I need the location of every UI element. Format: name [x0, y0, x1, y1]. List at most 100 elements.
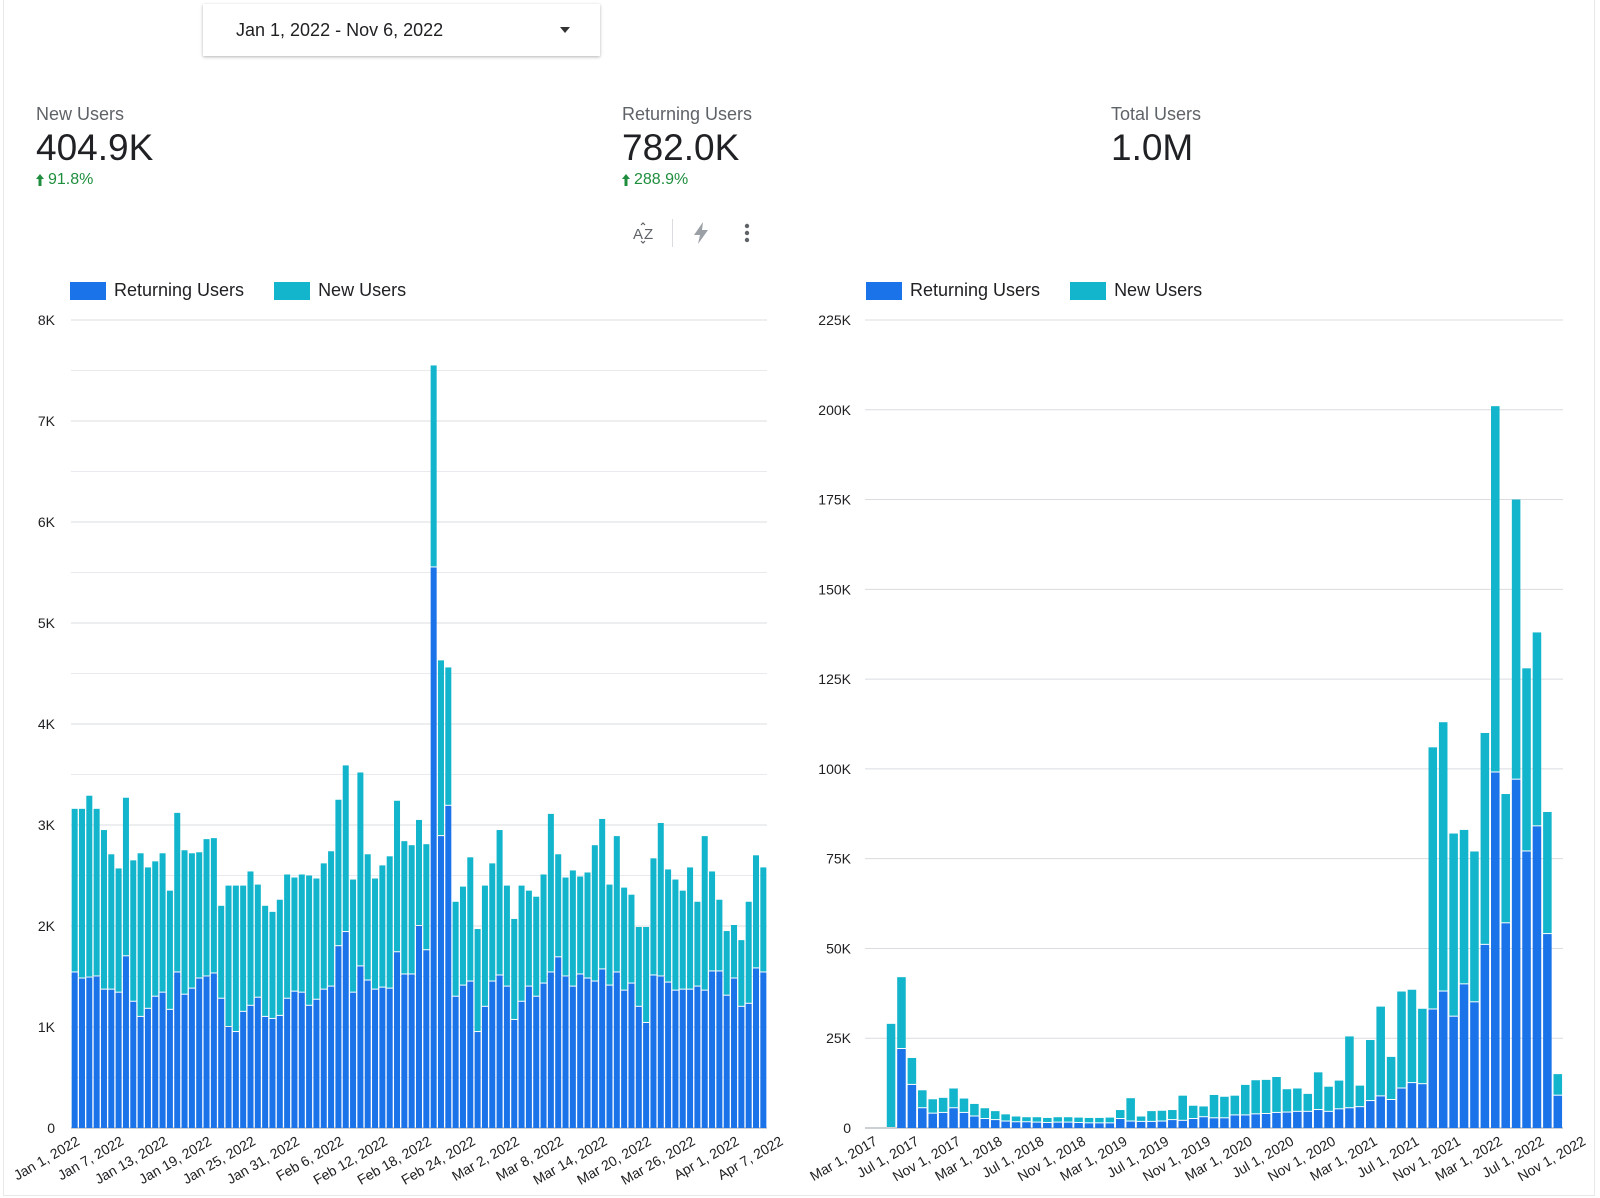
bar-new-users[interactable] [86, 795, 93, 977]
bar-new-users[interactable] [188, 853, 195, 988]
bar-returning-users[interactable] [533, 996, 540, 1128]
bar-new-users[interactable] [503, 885, 510, 986]
bar-returning-users[interactable] [276, 1015, 283, 1128]
scorecard-total-users[interactable]: Total Users 1.0M [1111, 104, 1201, 167]
bar-returning-users[interactable] [459, 985, 466, 1128]
bar-returning-users[interactable] [262, 1016, 269, 1128]
legend-item-returning[interactable]: Returning Users [70, 280, 244, 301]
bar-new-users[interactable] [533, 896, 540, 996]
bar-new-users[interactable] [357, 772, 364, 966]
bar-returning-users[interactable] [694, 986, 701, 1128]
bar-returning-users[interactable] [621, 990, 628, 1128]
bar-returning-users[interactable] [71, 972, 78, 1128]
bar-new-users[interactable] [379, 865, 386, 987]
bar-returning-users[interactable] [342, 932, 349, 1128]
bar-returning-users[interactable] [415, 926, 423, 1128]
bar-returning-users[interactable] [745, 1003, 752, 1128]
bar-returning-users[interactable] [196, 978, 203, 1128]
bar-returning-users[interactable] [401, 974, 408, 1128]
bar-new-users[interactable] [547, 813, 554, 972]
bar-returning-users[interactable] [394, 952, 401, 1128]
bar-returning-users[interactable] [247, 1005, 254, 1128]
bar-new-users[interactable] [313, 878, 320, 999]
bar-returning-users[interactable] [584, 978, 591, 1128]
bar-new-users[interactable] [753, 855, 760, 968]
bar-new-users[interactable] [555, 854, 562, 957]
bar-returning-users[interactable] [100, 989, 107, 1128]
bar-returning-users[interactable] [599, 969, 606, 1128]
bar-new-users[interactable] [254, 884, 261, 997]
bar-returning-users[interactable] [445, 805, 452, 1128]
bar-new-users[interactable] [78, 808, 85, 978]
scorecard-new-users[interactable]: New Users 404.9K 91.8% [36, 104, 153, 189]
bar-new-users[interactable] [540, 874, 547, 983]
bar-new-users[interactable] [401, 841, 408, 974]
bar-returning-users[interactable] [379, 987, 386, 1128]
bar-new-users[interactable] [203, 839, 210, 976]
bar-new-users[interactable] [613, 836, 620, 972]
bar-new-users[interactable] [584, 872, 591, 978]
bar-new-users[interactable] [394, 800, 401, 952]
bar-new-users[interactable] [745, 901, 752, 1003]
bar-returning-users[interactable] [489, 981, 496, 1128]
bar-new-users[interactable] [284, 874, 291, 998]
bar-returning-users[interactable] [518, 1001, 525, 1128]
bar-returning-users[interactable] [254, 997, 261, 1128]
bar-returning-users[interactable] [709, 971, 716, 1128]
bar-returning-users[interactable] [569, 986, 576, 1128]
more-vert-icon[interactable] [733, 219, 761, 247]
bar-returning-users[interactable] [672, 990, 679, 1128]
bar-returning-users[interactable] [122, 956, 129, 1128]
sort-az-icon[interactable]: A Z [630, 219, 658, 247]
bar-returning-users[interactable] [503, 986, 510, 1128]
bar-new-users[interactable] [599, 818, 606, 969]
bar-returning-users[interactable] [350, 992, 357, 1128]
bar-new-users[interactable] [181, 850, 188, 994]
bar-returning-users[interactable] [240, 1011, 247, 1128]
bar-returning-users[interactable] [108, 989, 115, 1128]
bar-returning-users[interactable] [306, 1005, 313, 1128]
chevron-down-icon[interactable] [560, 27, 570, 33]
bar-new-users[interactable] [100, 830, 107, 989]
legend-item-new[interactable]: New Users [1070, 280, 1202, 301]
bar-new-users[interactable] [731, 924, 738, 978]
bar-new-users[interactable] [269, 911, 276, 1018]
bar-new-users[interactable] [672, 879, 679, 990]
bar-new-users[interactable] [408, 845, 415, 974]
bar-returning-users[interactable] [284, 998, 291, 1128]
bar-returning-users[interactable] [328, 986, 335, 1128]
bar-returning-users[interactable] [174, 972, 181, 1128]
bar-returning-users[interactable] [188, 988, 195, 1128]
bar-returning-users[interactable] [430, 567, 437, 1128]
bar-returning-users[interactable] [606, 985, 613, 1128]
bar-new-users[interactable] [291, 877, 298, 991]
bar-new-users[interactable] [591, 845, 598, 981]
bar-new-users[interactable] [218, 905, 225, 998]
bar-new-users[interactable] [364, 854, 371, 980]
legend-item-returning[interactable]: Returning Users [866, 280, 1040, 301]
bar-returning-users[interactable] [130, 1001, 137, 1128]
bar-new-users[interactable] [511, 918, 518, 1019]
bar-returning-users[interactable] [225, 1027, 232, 1128]
bar-returning-users[interactable] [731, 978, 738, 1128]
bar-new-users[interactable] [525, 890, 532, 986]
bar-new-users[interactable] [262, 905, 269, 1016]
bar-new-users[interactable] [665, 869, 672, 982]
bar-new-users[interactable] [687, 867, 694, 989]
bar-returning-users[interactable] [701, 990, 708, 1128]
bar-new-users[interactable] [716, 899, 723, 971]
bar-new-users[interactable] [71, 808, 78, 972]
bar-new-users[interactable] [144, 867, 151, 1008]
bar-returning-users[interactable] [78, 978, 85, 1128]
bar-returning-users[interactable] [159, 992, 166, 1128]
bar-new-users[interactable] [166, 890, 173, 1009]
bar-new-users[interactable] [481, 885, 488, 1006]
bar-returning-users[interactable] [437, 836, 444, 1128]
bar-new-users[interactable] [643, 927, 650, 1022]
date-range-picker[interactable]: Jan 1, 2022 - Nov 6, 2022 [203, 4, 600, 56]
bar-new-users[interactable] [122, 797, 129, 956]
bar-returning-users[interactable] [540, 983, 547, 1128]
bar-returning-users[interactable] [423, 950, 430, 1128]
bar-new-users[interactable] [137, 853, 144, 1016]
bar-returning-users[interactable] [511, 1019, 518, 1128]
